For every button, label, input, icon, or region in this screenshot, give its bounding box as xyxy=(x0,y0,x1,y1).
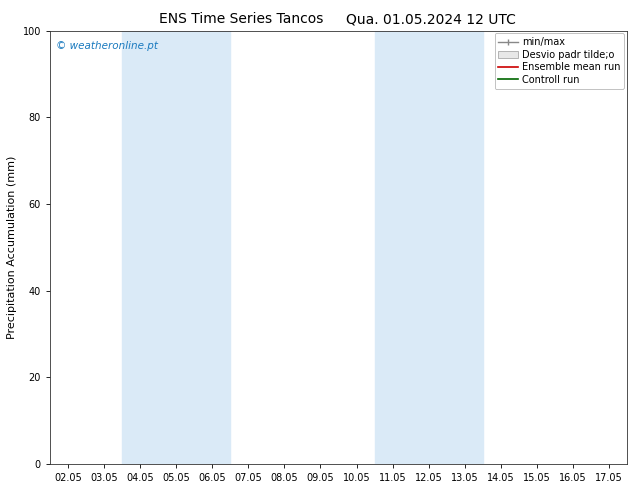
Legend: min/max, Desvio padr tilde;o, Ensemble mean run, Controll run: min/max, Desvio padr tilde;o, Ensemble m… xyxy=(495,33,624,89)
Text: Qua. 01.05.2024 12 UTC: Qua. 01.05.2024 12 UTC xyxy=(346,12,516,26)
Bar xyxy=(122,30,230,464)
Bar xyxy=(375,30,482,464)
Text: ENS Time Series Tancos: ENS Time Series Tancos xyxy=(158,12,323,26)
Y-axis label: Precipitation Accumulation (mm): Precipitation Accumulation (mm) xyxy=(7,156,17,339)
Text: © weatheronline.pt: © weatheronline.pt xyxy=(56,41,158,51)
